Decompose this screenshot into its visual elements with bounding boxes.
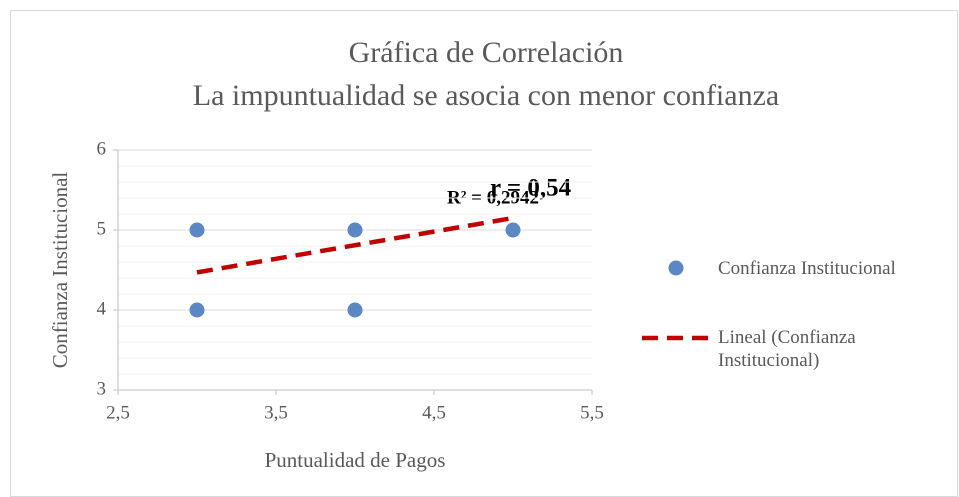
point [347, 222, 363, 238]
chart-title: Gráfica de Correlación [349, 36, 624, 69]
x-axis-label: Puntualidad de Pagos [265, 448, 446, 472]
legend-label: Confianza Institucional [718, 258, 896, 279]
x-tick-label: 5,5 [580, 402, 604, 423]
x-tick-label: 4,5 [422, 402, 446, 423]
point [189, 302, 205, 318]
y-axis-label: Confianza Institucional [48, 172, 72, 369]
x-tick-label: 2,5 [106, 402, 130, 423]
chart-subtitle: La impuntualidad se asocia con menor con… [193, 79, 779, 112]
point [347, 302, 363, 318]
trendline [196, 215, 514, 275]
y-tick-label: 6 [97, 138, 107, 159]
legend-label: Lineal (Confianza Institucional) [718, 327, 856, 371]
y-tick-label: 5 [97, 218, 107, 239]
x-tick-label: 3,5 [264, 402, 288, 423]
y-tick-label: 3 [97, 378, 107, 399]
legend-marker [668, 260, 684, 276]
point [189, 222, 205, 238]
chart-frame [10, 10, 958, 497]
y-tick-label: 4 [97, 298, 107, 319]
annotation: r = 0,54 [490, 175, 572, 202]
point [505, 222, 521, 238]
